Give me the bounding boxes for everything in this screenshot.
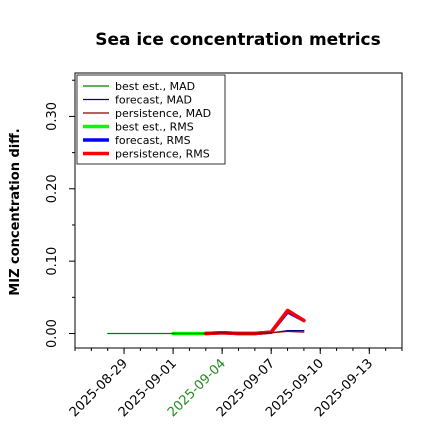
- legend-label: persistence, MAD: [115, 107, 211, 120]
- series-line-3: [205, 330, 305, 335]
- y-tick-label: 0.10: [45, 247, 60, 276]
- legend-label: best est., RMS: [115, 121, 194, 134]
- legend-label: best est., MAD: [115, 80, 195, 93]
- y-tick-label: 0.30: [45, 102, 60, 131]
- y-tick-label: 0.20: [45, 174, 60, 203]
- legend-box: [76, 74, 226, 165]
- legend-label: forecast, RMS: [115, 134, 191, 147]
- chart-title: Sea ice concentration metrics: [95, 30, 381, 50]
- legend-label: forecast, MAD: [115, 94, 192, 107]
- y-tick-label: 0.00: [45, 319, 60, 348]
- legend-label: persistence, RMS: [115, 148, 210, 161]
- y-axis-label: MIZ concentration diff.: [8, 128, 23, 295]
- series-layer: [107, 308, 306, 336]
